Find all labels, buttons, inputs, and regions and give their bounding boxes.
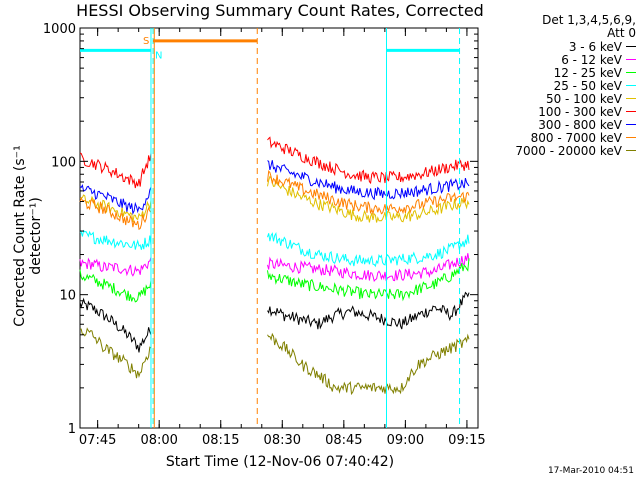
legend-swatch xyxy=(626,150,636,151)
legend-swatch xyxy=(626,72,636,73)
timestamp: 17-Mar-2010 04:51 xyxy=(547,466,634,476)
legend-entry-label: 800 - 7000 keV xyxy=(530,130,622,145)
series-800-7000-keV-before-gap xyxy=(79,196,152,231)
legend-swatch xyxy=(626,59,636,60)
legend-entry-label: 12 - 25 keV xyxy=(553,65,622,80)
legend-entry: 800 - 7000 keV xyxy=(478,130,636,145)
chart-title: HESSI Observing Summary Count Rates, Cor… xyxy=(76,1,484,20)
y-axis-label: Corrected Count Rate (s⁻¹ detector⁻¹) xyxy=(12,145,44,327)
series-12-25-keV-after-gap xyxy=(267,258,470,302)
series-50-100-keV-after-gap xyxy=(267,175,470,223)
legend-entry: 25 - 50 keV xyxy=(478,78,636,93)
series-25-50-keV-before-gap xyxy=(79,229,152,250)
series-12-25-keV-before-gap xyxy=(79,269,152,303)
series-6-12-keV-before-gap xyxy=(79,257,152,277)
legend-entry: 100 - 300 keV xyxy=(478,104,636,119)
legend-swatch xyxy=(626,98,636,99)
legend: Det 1,3,4,5,6,9, Att 0 3 - 6 keV 6 - 12 k… xyxy=(478,13,636,158)
legend-entry: 300 - 800 keV xyxy=(478,117,636,132)
x-tick-label: 09:15 xyxy=(448,433,485,448)
x-axis-label: Start Time (12-Nov-06 07:40:42) xyxy=(165,454,395,470)
series-7000-20000-keV-after-gap xyxy=(267,332,470,396)
flag-label-s: S xyxy=(143,36,149,47)
legend-header-detectors: Det 1,3,4,5,6,9, xyxy=(542,13,636,27)
legend-swatch xyxy=(626,85,636,86)
legend-swatch xyxy=(626,46,636,47)
series-6-12-keV-after-gap xyxy=(267,253,470,283)
series-25-50-keV-after-gap xyxy=(267,231,470,268)
legend-entry: 12 - 25 keV xyxy=(478,65,636,80)
legend-header-attenuator: Att 0 xyxy=(607,26,636,40)
series-3-6-keV-after-gap xyxy=(267,291,470,330)
x-tick-label: 08:45 xyxy=(325,433,362,448)
legend-entry-label: 100 - 300 keV xyxy=(538,104,622,119)
series-800-7000-keV-after-gap xyxy=(267,170,470,216)
legend-swatch xyxy=(626,137,636,138)
x-tick-label: 07:45 xyxy=(79,433,116,448)
series-100-300-keV-before-gap xyxy=(79,152,152,189)
y-tick-label: 100 xyxy=(51,155,76,170)
plot-frame xyxy=(79,27,479,429)
legend-entry-label: 7000 - 20000 keV xyxy=(515,143,622,158)
legend-entry-label: 3 - 6 keV xyxy=(568,39,622,54)
flag-label-n: N xyxy=(155,50,162,61)
legend-entry-label: 50 - 100 keV xyxy=(545,91,622,106)
x-tick-label: 09:00 xyxy=(387,433,424,448)
series-3-6-keV-before-gap xyxy=(79,297,152,353)
legend-entry: 3 - 6 keV xyxy=(478,39,636,54)
series-300-800-keV-after-gap xyxy=(267,160,470,201)
x-tick-label: 08:00 xyxy=(140,433,177,448)
legend-entry: 7000 - 20000 keV xyxy=(478,143,636,158)
y-tick-label: 1000 xyxy=(43,22,76,37)
legend-entry-label: 6 - 12 keV xyxy=(561,52,622,67)
series-50-100-keV-before-gap xyxy=(79,194,152,222)
y-tick-label: 1 xyxy=(68,422,76,437)
legend-entry: 50 - 100 keV xyxy=(478,91,636,106)
legend-entry-label: 300 - 800 keV xyxy=(538,117,622,132)
series-100-300-keV-after-gap xyxy=(267,136,470,185)
x-tick-label: 08:15 xyxy=(202,433,239,448)
legend-swatch xyxy=(626,111,636,112)
series-7000-20000-keV-before-gap xyxy=(79,327,152,379)
x-tick-label: 08:30 xyxy=(264,433,301,448)
legend-entry-label: 25 - 50 keV xyxy=(553,78,622,93)
legend-entry: 6 - 12 keV xyxy=(478,52,636,67)
legend-swatch xyxy=(626,124,636,125)
y-tick-label: 10 xyxy=(59,289,76,304)
series-300-800-keV-before-gap xyxy=(79,184,152,215)
